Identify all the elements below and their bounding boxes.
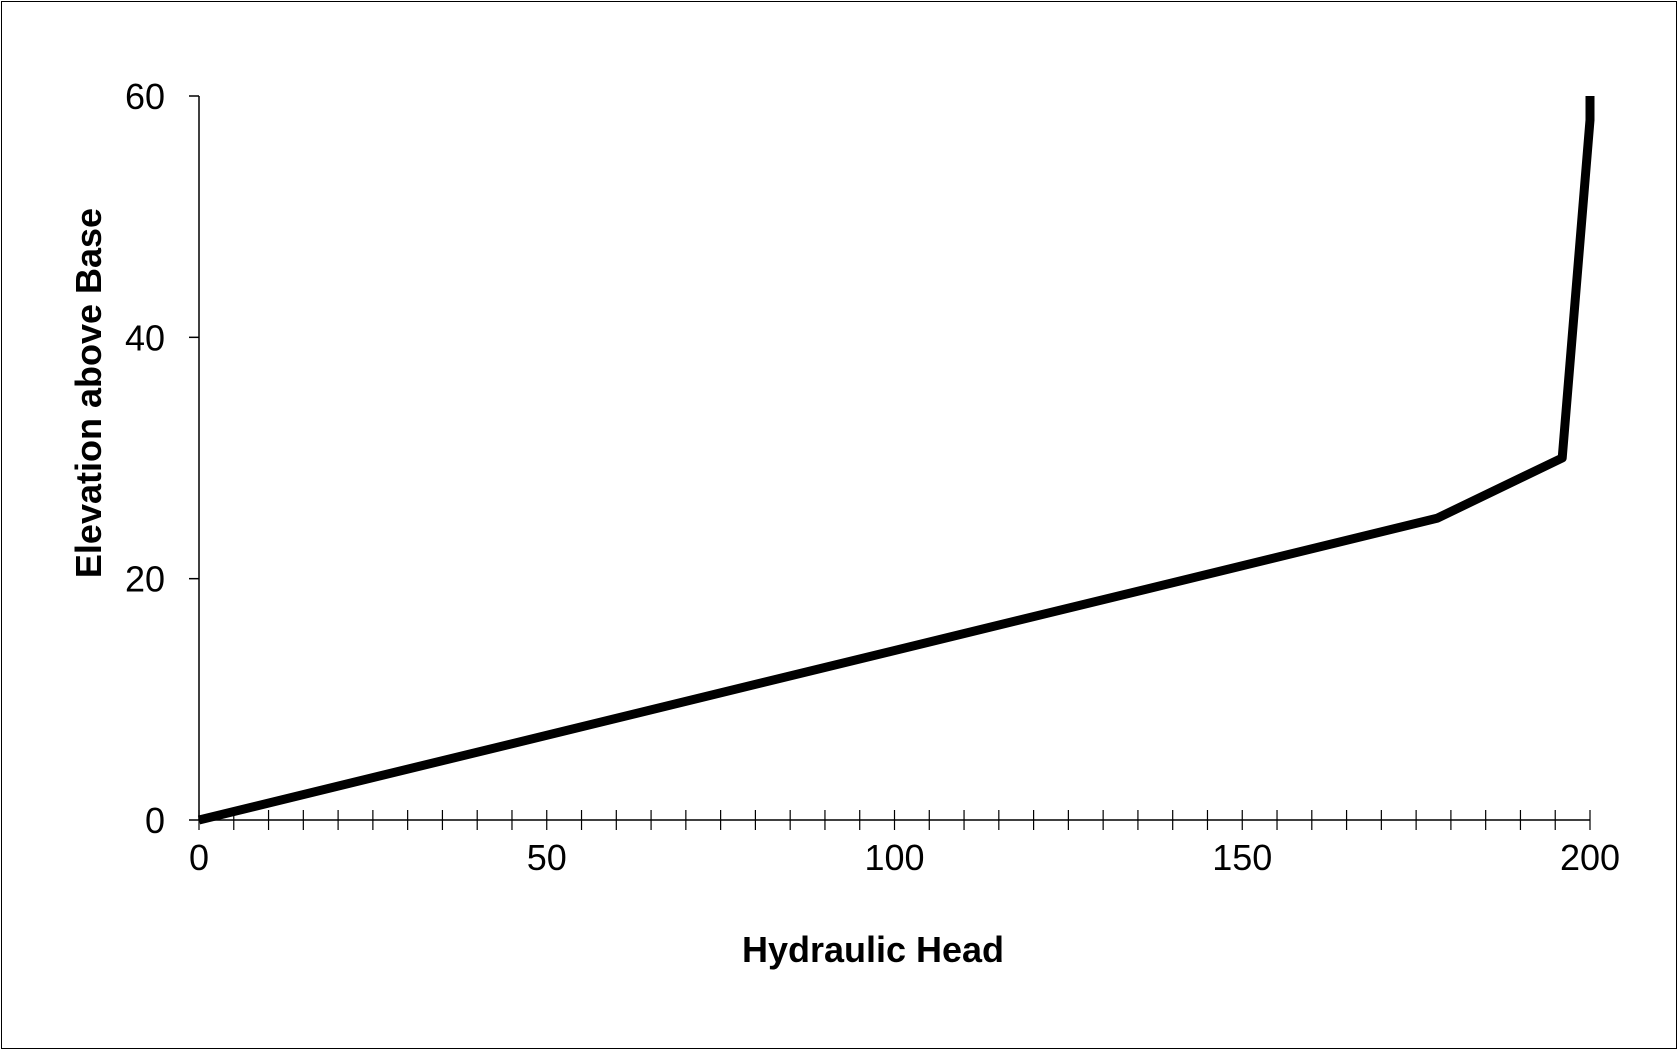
axes: 0 50 100 150 200 0 20 40 60 bbox=[125, 76, 1620, 878]
series-layer bbox=[197, 96, 1595, 825]
x-tick-label: 50 bbox=[527, 837, 567, 878]
x-axis-title: Hydraulic Head bbox=[742, 929, 1004, 970]
series-line-1 bbox=[197, 96, 1595, 825]
x-tick-label: 200 bbox=[1560, 837, 1620, 878]
y-tick-label: 40 bbox=[125, 317, 165, 358]
y-axis-title: Elevation above Base bbox=[68, 208, 109, 578]
y-tick-label: 60 bbox=[125, 76, 165, 117]
y-tick-label: 0 bbox=[145, 800, 165, 841]
x-tick-label: 0 bbox=[189, 837, 209, 878]
x-tick-label: 100 bbox=[864, 837, 924, 878]
y-tick-label: 20 bbox=[125, 559, 165, 600]
x-tick-label: 150 bbox=[1212, 837, 1272, 878]
